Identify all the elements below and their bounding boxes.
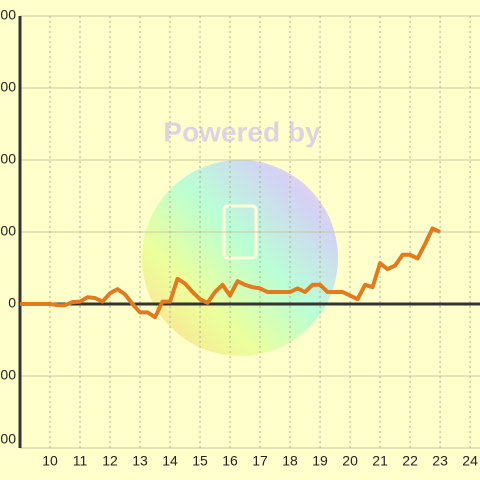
x-tick-label: 21 [372,453,388,469]
watermark: Powered by [163,116,321,147]
y-tick-label: 12,000 [0,7,16,23]
x-tick-label: 15 [192,453,208,469]
x-tick-label: 19 [312,453,328,469]
x-tick-label: 10 [42,453,58,469]
y-tick-label: 6,000 [0,151,16,167]
y-tick-label: 3,000 [0,223,16,239]
x-tick-label: 24 [462,453,478,469]
x-tick-label: 11 [73,453,88,469]
y-tick-label: 9,000 [0,79,16,95]
line [20,226,441,320]
x-tick-label: 13 [132,453,148,469]
y-tick-label: -3,000 [0,367,16,383]
y-tick-label: 0 [8,295,16,311]
x-tick-label: 20 [342,453,358,469]
x-tick-label: 18 [282,453,298,469]
x-tick-label: 14 [162,453,178,469]
y-tick-label: -6,000 [0,431,16,447]
x-tick-label: 12 [102,453,118,469]
x-tick-label: 22 [402,453,418,469]
x-tick-label: 23 [432,453,448,469]
x-tick-label: 16 [222,453,238,469]
x-tick-label: 17 [252,453,268,469]
